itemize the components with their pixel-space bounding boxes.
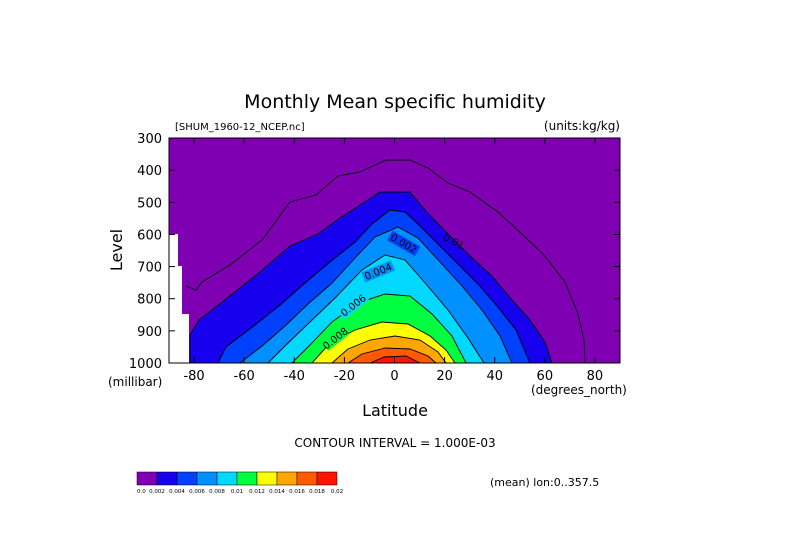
colorbar-label: 0.016 bbox=[289, 489, 305, 495]
y-unit-label: (millibar) bbox=[108, 375, 162, 389]
colorbar-label: 0.004 bbox=[169, 489, 185, 495]
colorbar-swatch bbox=[156, 471, 178, 486]
y-tick-label: 500 bbox=[137, 196, 162, 211]
y-tick-label: 600 bbox=[137, 228, 162, 243]
x-tick-label: -60 bbox=[234, 369, 255, 384]
colorbar: 0.0 0.002 0.004 0.006 0.008 0.01 0.012 0.014 0.0… bbox=[136, 471, 343, 495]
colorbar-label: 0.006 bbox=[189, 489, 205, 495]
contour-lines bbox=[185, 159, 586, 363]
colorbar-label: 0.002 bbox=[149, 489, 165, 495]
colorbar-swatch bbox=[296, 471, 318, 486]
x-unit-label: (degrees_north) bbox=[531, 383, 627, 397]
units-label: (units:kg/kg) bbox=[544, 119, 620, 133]
y-tick-label: 400 bbox=[137, 164, 162, 179]
x-tick-label: 20 bbox=[436, 369, 453, 384]
colorbar-swatch bbox=[256, 471, 278, 486]
mean-label: (mean) lon:0..357.5 bbox=[490, 476, 599, 489]
x-tick-label: 0 bbox=[390, 369, 398, 384]
y-tick-label: 900 bbox=[137, 325, 162, 340]
colorbar-label: 0.01 bbox=[231, 489, 243, 495]
file-label: [SHUM_1960-12_NCEP.nc] bbox=[175, 122, 305, 133]
colorbar-label: 0.014 bbox=[269, 489, 285, 495]
x-tick-label: 40 bbox=[486, 369, 503, 384]
y-tick-label: 300 bbox=[137, 132, 162, 147]
colorbar-swatch bbox=[216, 471, 238, 486]
colorbar-swatch bbox=[136, 471, 158, 486]
x-tick-label: 60 bbox=[537, 369, 554, 384]
y-tick-label: 700 bbox=[137, 261, 162, 276]
colorbar-label: 0.012 bbox=[249, 489, 265, 495]
fill-level-8 bbox=[348, 348, 436, 363]
x-tick-label: -80 bbox=[183, 369, 204, 384]
x-tick-label: -20 bbox=[334, 369, 355, 384]
x-axis-label: Latitude bbox=[362, 401, 428, 420]
contour-interval-label: CONTOUR INTERVAL = 1.000E-03 bbox=[294, 436, 495, 450]
x-axis-ticks: -80 -60 -40 -20 0 20 40 60 80 bbox=[183, 138, 603, 384]
chart-title: Monthly Mean specific humidity bbox=[244, 91, 546, 113]
colorbar-swatch bbox=[316, 471, 338, 486]
colorbar-swatch bbox=[276, 471, 298, 486]
x-tick-label: -40 bbox=[284, 369, 305, 384]
colorbar-swatch bbox=[236, 471, 258, 486]
y-tick-label: 800 bbox=[137, 293, 162, 308]
y-axis-ticks: 300 400 500 600 700 800 900 1000 bbox=[129, 132, 620, 372]
y-axis-label: Level bbox=[107, 229, 126, 271]
colorbar-label: 0.008 bbox=[209, 489, 225, 495]
colorbar-label: 0.018 bbox=[309, 489, 325, 495]
x-tick-label: 80 bbox=[587, 369, 604, 384]
plot-area: 0.002 0.004 0.006 0.008 0.01 bbox=[169, 138, 620, 363]
colorbar-label: 0.0 bbox=[137, 489, 146, 495]
y-tick-label: 1000 bbox=[129, 357, 162, 372]
colorbar-swatch bbox=[176, 471, 198, 486]
colorbar-label: 0.02 bbox=[331, 489, 343, 495]
colorbar-swatch bbox=[196, 471, 218, 486]
